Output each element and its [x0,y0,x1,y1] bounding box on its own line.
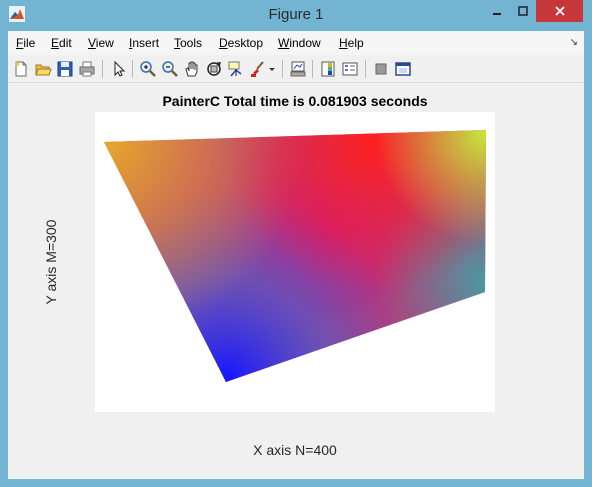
zoom-in-icon[interactable] [139,60,157,78]
y-axis-label: Y axis M=300 [43,219,59,305]
menu-edit[interactable]: Edit [51,36,72,50]
minimize-icon [493,13,501,15]
rotate-3d-icon[interactable] [205,60,223,78]
zoom-out-icon[interactable] [161,60,179,78]
matlab-logo-icon [9,6,25,22]
pan-hand-icon[interactable] [183,60,201,78]
menu-file[interactable]: File [16,36,36,50]
brush-dropdown-icon[interactable] [268,60,276,78]
menu-tools[interactable]: Tools [174,36,203,50]
data-cursor-icon[interactable] [227,60,245,78]
axes-image-area[interactable] [95,112,495,412]
plot-title: PainterC Total time is 0.081903 seconds [162,93,428,109]
insert-legend-icon[interactable] [341,60,359,78]
dock-figure-icon[interactable]: ↘ [569,37,578,48]
insert-colorbar-icon[interactable] [319,60,337,78]
toolbar-separator [102,60,103,78]
close-button[interactable] [536,0,583,22]
menu-bar: File Edit View Insert Tools Desktop Wind… [8,31,584,55]
save-icon[interactable] [56,60,74,78]
edit-plot-arrow-icon[interactable] [109,60,127,78]
x-axis-label: X axis N=400 [253,442,337,458]
show-plot-tools-icon[interactable] [394,60,412,78]
window-title: Figure 1 [268,6,324,23]
link-plot-icon[interactable] [289,60,307,78]
menu-help[interactable]: Help [339,36,364,50]
figure-toolbar [8,56,584,83]
toolbar-separator [132,60,133,78]
gradient-quadrilateral-image [104,130,486,382]
menu-view[interactable]: View [88,36,114,50]
menu-desktop[interactable]: Desktop [219,36,264,50]
maximize-button[interactable] [510,0,536,22]
new-figure-icon[interactable] [12,60,30,78]
menu-insert[interactable]: Insert [129,36,160,50]
toolbar-separator [365,60,366,78]
toolbar-separator [312,60,313,78]
print-icon[interactable] [78,60,96,78]
menu-window[interactable]: Window [278,36,321,50]
figure-client-area: File Edit View Insert Tools Desktop Wind… [8,31,584,479]
hide-plot-tools-icon[interactable] [372,60,390,78]
toolbar-separator [282,60,283,78]
brush-icon[interactable] [249,60,267,78]
title-bar[interactable]: Figure 1 [0,0,592,30]
minimize-button[interactable] [484,0,510,22]
maximize-icon [518,6,528,16]
close-icon [554,6,565,16]
open-file-icon[interactable] [34,60,52,78]
